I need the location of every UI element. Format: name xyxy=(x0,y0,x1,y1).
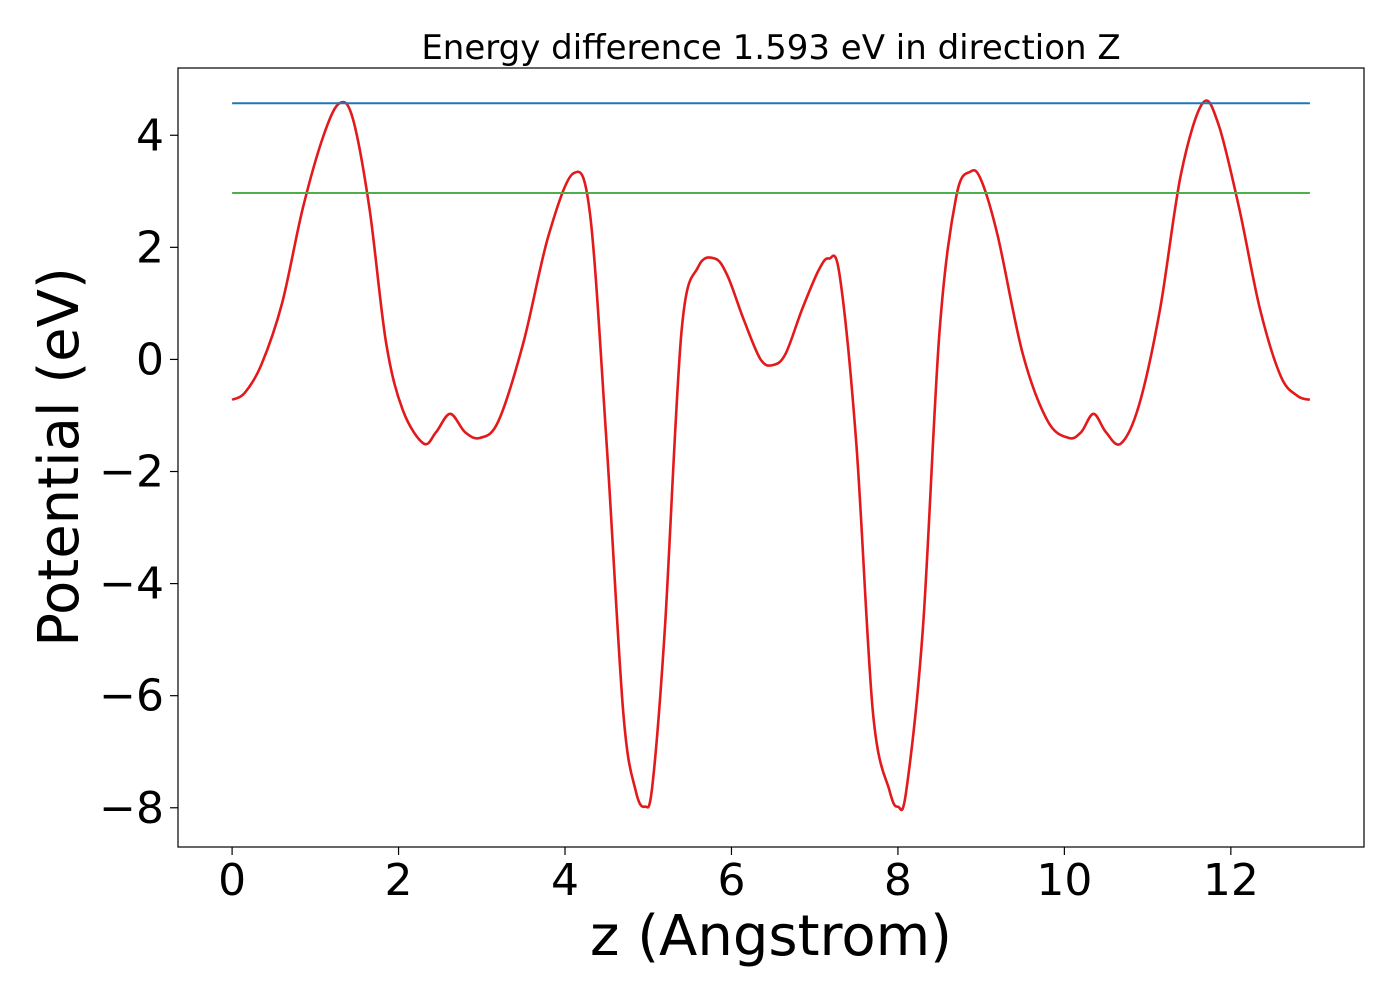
chart-title: Energy difference 1.593 eV in direction … xyxy=(421,28,1120,68)
y-tick-label: −6 xyxy=(99,671,164,722)
x-tick-label: 10 xyxy=(1036,855,1092,906)
x-axis-label: z (Angstrom) xyxy=(590,904,952,969)
series-line-1 xyxy=(231,99,1311,812)
y-tick-label: 2 xyxy=(136,222,164,273)
y-axis-ticks: −8 −6 −4 −2 0 2 4 xyxy=(99,110,178,834)
x-axis-ticks: 0 2 4 6 8 10 12 xyxy=(218,847,1259,906)
x-tick-label: 12 xyxy=(1203,855,1259,906)
plot-frame xyxy=(177,67,1365,848)
x-tick-label: 0 xyxy=(218,855,246,906)
y-tick-label: −8 xyxy=(99,783,164,834)
x-tick-label: 6 xyxy=(717,855,745,906)
y-tick-label: 4 xyxy=(136,110,164,161)
x-tick-label: 2 xyxy=(385,855,413,906)
series-layer xyxy=(231,99,1311,812)
y-axis-label: Potential (eV) xyxy=(27,267,92,647)
y-tick-label: −4 xyxy=(99,559,164,610)
x-tick-label: 8 xyxy=(884,855,912,906)
x-tick-label: 4 xyxy=(551,855,579,906)
y-tick-label: −2 xyxy=(99,447,164,498)
y-tick-label: 0 xyxy=(136,334,164,385)
